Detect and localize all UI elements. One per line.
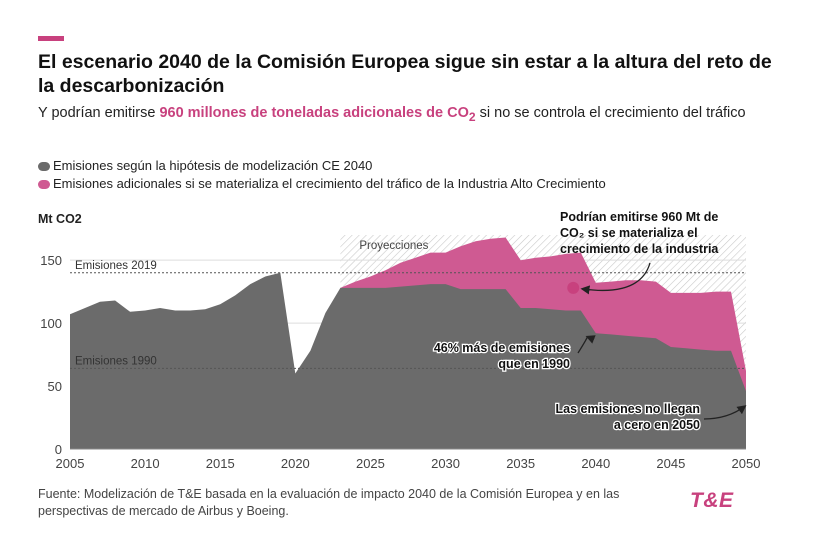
- brand-logo: T&E: [690, 489, 734, 512]
- y-axis-title: Mt CO2: [38, 212, 82, 226]
- subtitle-highlight: 960 millones de toneladas adicionales de…: [159, 105, 476, 124]
- x-tick-label-2030: 2030: [431, 456, 460, 471]
- x-tick-label-2035: 2035: [506, 456, 535, 471]
- annotation-arrow-46pct: [577, 335, 596, 354]
- y-tick-label-150: 150: [40, 253, 62, 268]
- x-tick-label-2010: 2010: [131, 456, 160, 471]
- annotation-no-cero-line-1: a cero en 2050: [614, 418, 700, 432]
- annotation-no-cero-line-0: Las emisiones no llegan: [556, 402, 701, 416]
- annotation-arrow-960mt: [580, 262, 651, 295]
- annotation-46pct-line-0: 46% más de emisiones: [434, 341, 570, 355]
- annotation-46pct: 46% más de emisiones que en 1990: [433, 340, 572, 373]
- x-tick-label-2050: 2050: [732, 456, 761, 471]
- legend-label-additional: Emisiones adicionales si se materializa …: [53, 176, 606, 191]
- subtitle-highlight-text: 960 millones de toneladas adicionales de…: [159, 105, 469, 121]
- subtitle-prefix: Y podrían emitirse: [38, 105, 160, 121]
- annotation-960mt-line-0: Podrían emitirse 960 Mt de: [560, 210, 718, 224]
- x-tick-label-2005: 2005: [56, 456, 85, 471]
- legend: Emisiones según la hipótesis de modeliza…: [38, 157, 778, 193]
- annotation-no-cero: Las emisiones no llegan a cero en 2050: [554, 401, 701, 434]
- y-tick-label-100: 100: [40, 316, 62, 331]
- accent-bar: [38, 36, 64, 41]
- projection-label: Proyecciones: [359, 240, 428, 252]
- y-tick-label-0: 0: [55, 442, 62, 457]
- x-tick-label-2015: 2015: [206, 456, 235, 471]
- annotation-960mt-line-2: crecimiento de la industria: [560, 242, 719, 256]
- subtitle-highlight-subscript: 2: [468, 109, 476, 124]
- reference-label-1: Emisiones 1990: [75, 355, 157, 367]
- subtitle-suffix: si no se controla el crecimiento del trá…: [475, 105, 746, 121]
- annotation-960mt: Podrían emitirse 960 Mt de CO₂ si se mate…: [560, 210, 719, 256]
- x-tick-label-2040: 2040: [581, 456, 610, 471]
- chart-subtitle: Y podrían emitirse 960 millones de tonel…: [38, 103, 778, 127]
- y-tick-label-50: 50: [48, 379, 62, 394]
- legend-item-base: Emisiones según la hipótesis de modeliza…: [38, 157, 778, 175]
- chart-title: El escenario 2040 de la Comisión Europea…: [38, 51, 772, 97]
- series-area-base: [70, 272, 746, 449]
- annotation-marker-960mt: [567, 281, 580, 294]
- emissions-area-chart: Proyecciones 0 50 100 150 Mt CO2 Emisiones 201…: [38, 210, 761, 471]
- legend-label-base: Emisiones según la hipótesis de modeliza…: [53, 158, 373, 173]
- annotation-960mt-line-1: CO₂ si se materializa el: [560, 226, 698, 240]
- x-tick-label-2045: 2045: [656, 456, 685, 471]
- annotation-46pct-line-1: que en 1990: [498, 357, 570, 371]
- source-note: Fuente: Modelización de T&E basada en la…: [38, 487, 620, 518]
- legend-swatch-base: [38, 161, 50, 171]
- x-tick-label-2025: 2025: [356, 456, 385, 471]
- x-tick-label-2020: 2020: [281, 456, 310, 471]
- annotation-arrow-no-cero: [703, 405, 747, 420]
- legend-swatch-additional: [38, 179, 50, 189]
- legend-item-additional: Emisiones adicionales si se materializa …: [38, 175, 778, 193]
- reference-label-0: Emisiones 2019: [75, 260, 157, 272]
